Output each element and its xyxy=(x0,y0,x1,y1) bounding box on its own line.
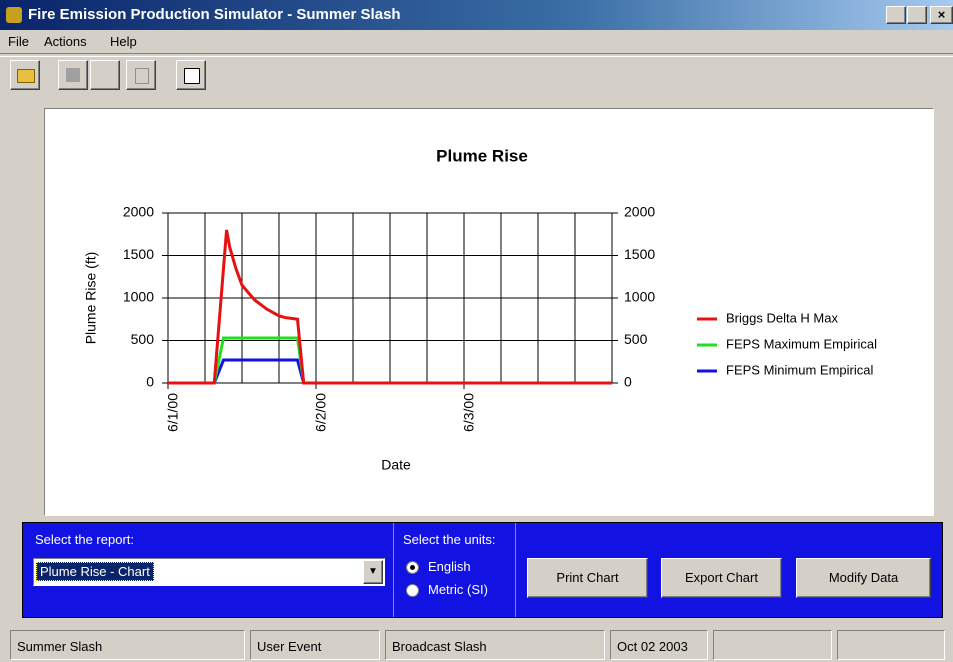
menu-item[interactable]: File xyxy=(8,34,29,49)
x-tick-label: 6/3/00 xyxy=(461,393,477,432)
units-label: Select the units: xyxy=(403,532,496,547)
status-panel xyxy=(837,630,945,660)
y2-tick-label: 1000 xyxy=(624,289,655,305)
legend-label: FEPS Maximum Empirical xyxy=(726,336,877,351)
window-title: Fire Emission Production Simulator - Sum… xyxy=(28,6,401,23)
y-tick-label: 500 xyxy=(131,331,155,347)
y-tick-label: 2000 xyxy=(123,204,154,220)
dropdown-button[interactable]: ▼ xyxy=(363,560,383,584)
app-icon xyxy=(6,7,22,23)
y-tick-label: 1000 xyxy=(123,289,154,305)
chart-panel: Plume Rise Date Plume Rise (ft) 0 500 1000… xyxy=(44,108,934,516)
series-line xyxy=(168,229,612,385)
status-panel: Broadcast Slash xyxy=(385,630,605,660)
menu-bar: File Actions Help xyxy=(0,30,953,52)
y2-tick-label: 2000 xyxy=(624,204,655,220)
x-tick-label: 6/2/00 xyxy=(313,393,329,432)
menu-item[interactable]: Help xyxy=(110,34,137,49)
export-chart-button[interactable]: Export Chart xyxy=(661,558,782,598)
status-panel: Oct 02 2003 xyxy=(610,630,708,660)
status-panel: Summer Slash xyxy=(10,630,245,660)
report-label: Select the report: xyxy=(35,532,134,547)
close-button[interactable]: × xyxy=(930,6,953,24)
series-line xyxy=(168,336,612,385)
y-axis-label: Plume Rise (ft) xyxy=(83,252,99,345)
menu-item[interactable]: Actions xyxy=(44,34,87,49)
report-value: Plume Rise - Chart xyxy=(36,562,154,581)
series-line xyxy=(168,358,612,385)
radio-label[interactable]: Metric (SI) xyxy=(428,582,488,597)
undo-button[interactable] xyxy=(90,60,120,90)
radio-label[interactable]: English xyxy=(428,559,471,574)
chart-title: Plume Rise xyxy=(436,146,528,165)
x-tick-label: 6/1/00 xyxy=(165,393,181,432)
x-axis-label: Date xyxy=(381,457,411,473)
y-tick-label: 1500 xyxy=(123,246,154,262)
y-tick-label: 0 xyxy=(146,374,154,390)
radio-button[interactable] xyxy=(406,584,419,597)
control-panel: Select the report: Plume Rise - Chart ▼ … xyxy=(22,522,943,618)
status-panel xyxy=(713,630,832,660)
copy-button[interactable] xyxy=(126,60,156,90)
modify-data-button[interactable]: Modify Data xyxy=(796,558,931,598)
report-button[interactable] xyxy=(176,60,206,90)
report-combobox[interactable]: Plume Rise - Chart ▼ xyxy=(33,558,385,586)
minimize-button[interactable] xyxy=(886,6,906,24)
toolbar-separator xyxy=(0,53,953,57)
y2-tick-label: 500 xyxy=(624,331,648,347)
save-button[interactable] xyxy=(58,60,88,90)
status-panel: User Event xyxy=(250,630,380,660)
legend-label: FEPS Minimum Empirical xyxy=(726,362,873,377)
y2-tick-label: 1500 xyxy=(624,246,655,262)
radio-button[interactable] xyxy=(406,561,419,574)
chart: Plume Rise Date Plume Rise (ft) 0 500 1000… xyxy=(83,146,877,473)
title-bar: Fire Emission Production Simulator - Sum… xyxy=(0,0,953,30)
divider xyxy=(393,523,394,617)
maximize-button[interactable] xyxy=(907,6,927,24)
legend-label: Briggs Delta H Max xyxy=(726,310,838,325)
print-chart-button[interactable]: Print Chart xyxy=(527,558,648,598)
open-button[interactable] xyxy=(10,60,40,90)
y2-tick-label: 0 xyxy=(624,374,632,390)
divider xyxy=(515,523,516,617)
